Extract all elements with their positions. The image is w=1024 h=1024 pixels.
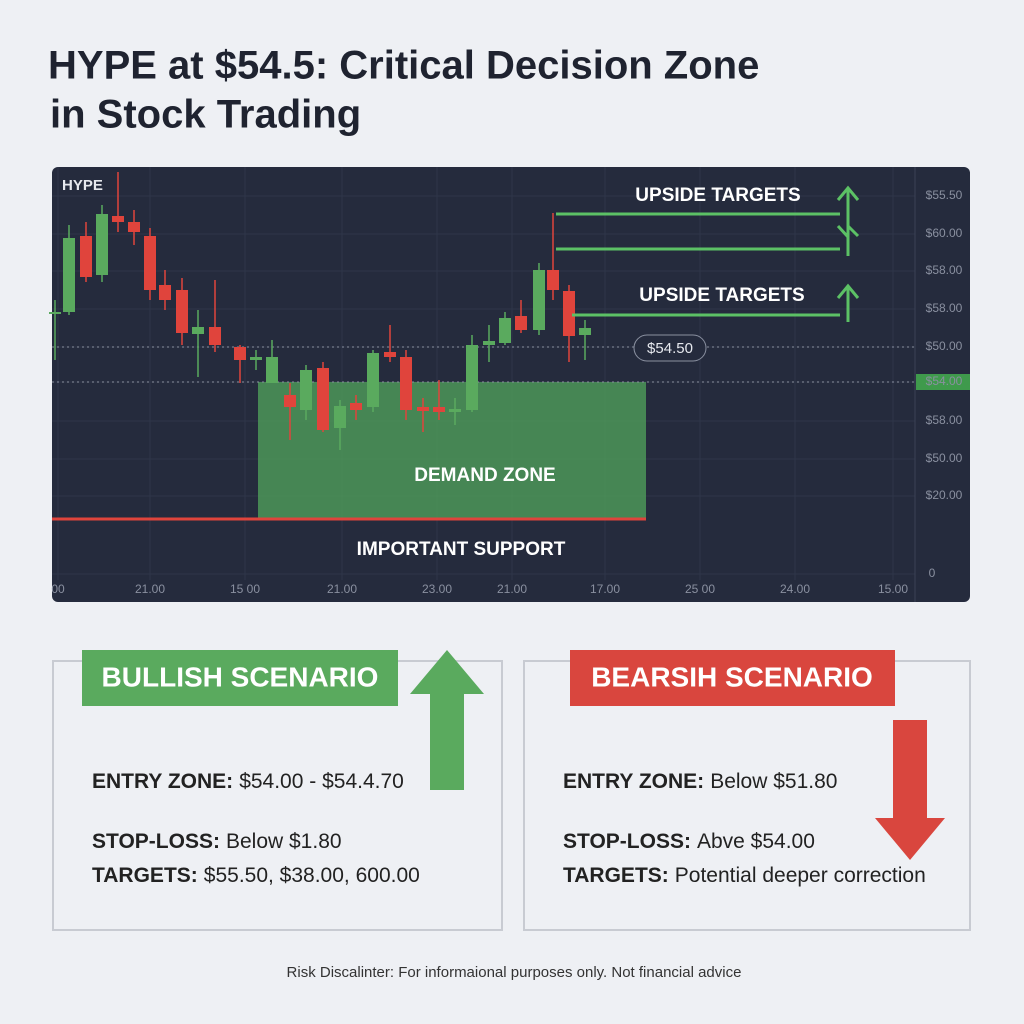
bottom-axis-label: 15 00 [230,582,260,596]
candle-body [284,395,296,407]
candle-body [317,368,329,430]
candles [49,172,591,450]
target-label: UPSIDE TARGETS [635,185,800,206]
candle-body [433,407,445,412]
candle-body [250,357,262,360]
title-line: HYPE at $54.5: Critical Decision Zone [48,44,759,88]
candle-body [159,285,171,300]
candle-body [209,327,221,345]
right-axis-label: $58.00 [926,301,963,315]
right-axis-label: $50.00 [926,451,963,465]
scenario-row: TARGETS: $55.50, $38.00, 600.00 [92,864,420,887]
scenario-row: STOP-LOSS: Abve $54.00 [563,830,815,853]
row-value: Below $51.80 [710,770,837,793]
row-label: TARGETS: [92,864,198,887]
bottom-axis-label: 21.00 [497,582,527,596]
candle-body [192,327,204,334]
bottom-axis-label: 25 00 [685,582,715,596]
candle-body [266,357,278,383]
candle-body [417,407,429,411]
candle-body [384,352,396,357]
bottom-axis-label: 17.00 [590,582,620,596]
candle-body [300,370,312,410]
candle-body [144,236,156,290]
candle-body [176,290,188,333]
row-value: Below $1.80 [226,830,342,853]
row-label: STOP-LOSS: [92,830,220,853]
candle-body [499,318,511,343]
candle-body [515,316,527,330]
row-value: Abve $54.00 [697,830,815,853]
bottom-axis-label: 23.00 [422,582,452,596]
candle-body [80,236,92,277]
scenario-row: ENTRY ZONE: $54.00 - $54.4.70 [92,770,404,793]
price-tag [633,334,707,362]
candle-body [483,341,495,345]
candle-body [449,409,461,412]
down-arrow [875,720,945,860]
price-tag-text: $54.50 [647,340,693,357]
row-label: ENTRY ZONE: [563,770,704,793]
bottom-axis-label: 24.00 [780,582,810,596]
target-lines [556,185,860,322]
candle-body [49,312,61,314]
candle-body [367,353,379,407]
candle-body [96,214,108,275]
title-line: in Stock Trading [50,93,361,137]
candle-body [128,222,140,232]
row-value: $55.50, $38.00, 600.00 [204,864,420,887]
scenario-row: ENTRY ZONE: Below $51.80 [563,770,837,793]
scenario-rows: ENTRY ZONE: $54.00 - $54.4.70 STOP-LOSS: Be… [92,770,926,887]
candle-body [563,291,575,336]
support-label: IMPORTANT SUPPORT [357,539,566,560]
bullish-heading-box [82,650,398,706]
scenario-row: STOP-LOSS: Below $1.80 [92,830,342,853]
bottom-axis-label: 21.00 [327,582,357,596]
bottom-axis-label: 21.00 [135,582,165,596]
candle-body [533,270,545,330]
candle-body [234,347,246,360]
right-axis-label: $58.00 [926,413,963,427]
demand-zone [258,382,646,518]
axis-highlight [916,374,970,390]
demand-label: DEMAND ZONE [414,465,555,486]
bottom-axis-label: 00 [51,582,65,596]
scenario-row: TARGETS: Potential deeper correction [563,864,926,887]
right-axis-label: $54.00 [926,374,963,388]
disclaimer: Risk Discalinter: For informaional purpo… [287,964,742,981]
right-axis-label: $55.50 [926,188,963,202]
candle-body [466,345,478,410]
candle-body [400,357,412,410]
up-arrow [410,650,484,790]
bullish-heading: BULLISH SCENARIO [102,661,379,692]
candle-body [350,403,362,410]
candle-body [579,328,591,335]
candle-body [547,270,559,290]
bearish-heading-box [570,650,895,706]
right-axis-label: 0 [929,566,936,580]
bearish-heading: BEARSIH SCENARIO [591,661,873,692]
row-label: TARGETS: [563,864,669,887]
right-axis-label: $58.00 [926,263,963,277]
bottom-axis-label: 15.00 [878,582,908,596]
right-axis-label: $20.00 [926,488,963,502]
row-value: Potential deeper correction [675,864,926,887]
candle-body [63,238,75,312]
candle-body [334,406,346,428]
row-label: STOP-LOSS: [563,830,691,853]
target-label: UPSIDE TARGETS [639,285,804,306]
row-label: ENTRY ZONE: [92,770,233,793]
row-value: $54.00 - $54.4.70 [239,770,404,793]
right-axis-label: $50.00 [926,339,963,353]
right-axis-label: $60.00 [926,226,963,240]
symbol: HYPE [62,177,103,194]
axes: $55.50 $60.00 $58.00 $58.00 $50.00 $54.00 $58.… [51,188,962,596]
candle-body [112,216,124,222]
